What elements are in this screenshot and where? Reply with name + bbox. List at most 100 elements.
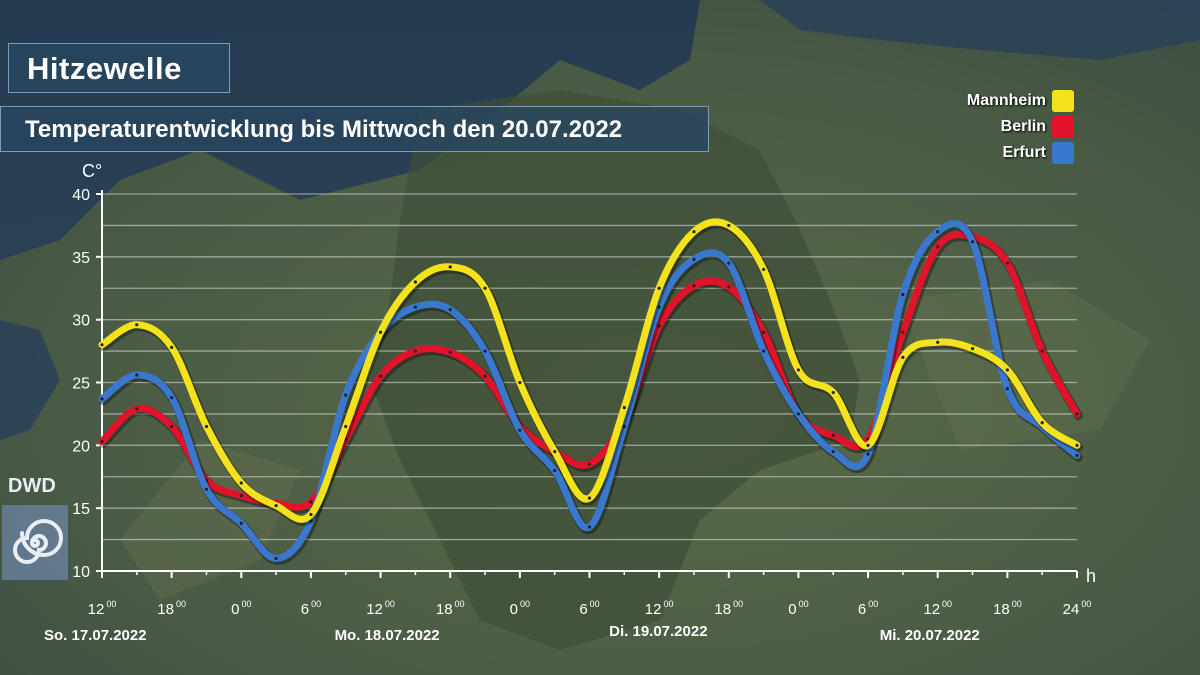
y-tick-label: 10 [72,564,90,581]
data-point [204,487,209,491]
x-tick-label: 0 00 [510,599,530,618]
legend-swatch-berlin [1052,116,1074,138]
x-tick-label: 12 00 [366,599,395,618]
y-tick-label: 20 [72,438,90,455]
spiral-icon [13,519,63,564]
data-point [1040,421,1044,425]
x-tick-label: 18 00 [436,599,465,618]
data-point [378,330,383,334]
data-point [587,525,592,529]
data-point [1005,261,1009,265]
x-tick-label: 18 00 [714,599,743,618]
series-mannheim [98,218,1083,526]
dwd-logo-text: DWD [8,475,56,497]
legend-label-mannheim: Mannheim [966,92,1046,109]
y-tick-label: 35 [72,250,90,267]
data-point [901,292,905,297]
data-point [866,452,870,456]
y-tick-label: 30 [72,313,90,330]
page-title: Hitzewelle [27,51,182,86]
data-point [100,343,104,347]
data-point [831,390,835,395]
data-point [448,350,452,354]
data-point [309,512,313,517]
legend-label-berlin: Berlin [1000,118,1046,135]
day-label: Mo. 18.07.2022 [335,627,440,644]
data-point [553,450,557,454]
data-point [587,496,592,500]
data-point [170,424,174,429]
day-label: So. 17.07.2022 [44,627,147,644]
data-point [796,412,801,416]
data-point [553,468,557,473]
data-point [239,494,243,498]
y-tick-label: 40 [72,187,90,204]
legend-item-berlin: Berlin [967,114,1074,140]
data-point [1005,368,1009,372]
x-tick-label: 12 00 [88,599,117,618]
x-tick-label: 12 00 [645,599,674,618]
data-point [727,261,731,265]
series-shadow [99,232,1083,514]
data-point [901,330,905,334]
data-point [587,462,592,466]
data-point [831,450,835,454]
data-point [866,443,870,447]
y-tick-label: 25 [72,376,90,393]
data-point [135,373,139,377]
data-point [762,267,766,271]
data-point [692,230,696,234]
series-erfurt [98,220,1083,565]
y-tick-label: 15 [72,501,90,518]
data-point [344,424,348,429]
data-point [622,424,626,429]
data-point [448,308,452,312]
data-point [762,349,766,353]
data-point [170,345,174,349]
data-point [483,374,487,378]
data-point [1075,443,1079,447]
x-tick-label: 6 00 [579,599,599,618]
day-label: Mi. 20.07.2022 [880,627,980,644]
data-point [1075,412,1079,416]
data-point [239,481,243,485]
x-tick-label: 18 00 [157,599,186,618]
data-point [309,500,313,504]
data-point [170,395,174,400]
data-point [657,286,661,290]
data-point [100,397,104,401]
data-point [796,368,801,372]
data-point [239,521,243,525]
x-axis-label: h [1086,566,1096,586]
legend-item-mannheim: Mannheim [967,88,1074,114]
data-point [970,240,975,244]
data-point [413,305,417,309]
series-shadow [99,221,1083,565]
data-point [135,407,139,411]
title-box: Hitzewelle [8,43,230,93]
x-tick-label: 6 00 [301,599,321,618]
y-axis-label: C° [82,161,102,181]
data-point [657,324,661,328]
x-tick-label: 6 00 [858,599,878,618]
x-tick-label: 0 00 [788,599,808,618]
data-point [1005,387,1009,391]
legend-swatch-mannheim [1052,90,1074,112]
dwd-logo-box [2,505,68,580]
data-point [100,439,104,444]
x-tick-label: 0 00 [231,599,251,618]
data-point [831,433,835,437]
data-point [936,340,940,344]
data-point [727,285,731,289]
x-tick-label: 12 00 [923,599,952,618]
data-point [1075,453,1079,457]
data-point [657,305,661,309]
legend: Mannheim Berlin Erfurt [967,88,1074,166]
data-point [936,230,940,234]
dwd-logo: DWD [2,475,68,580]
data-point [901,355,905,359]
data-point [274,504,278,508]
data-point [622,406,626,410]
data-point [204,424,209,429]
